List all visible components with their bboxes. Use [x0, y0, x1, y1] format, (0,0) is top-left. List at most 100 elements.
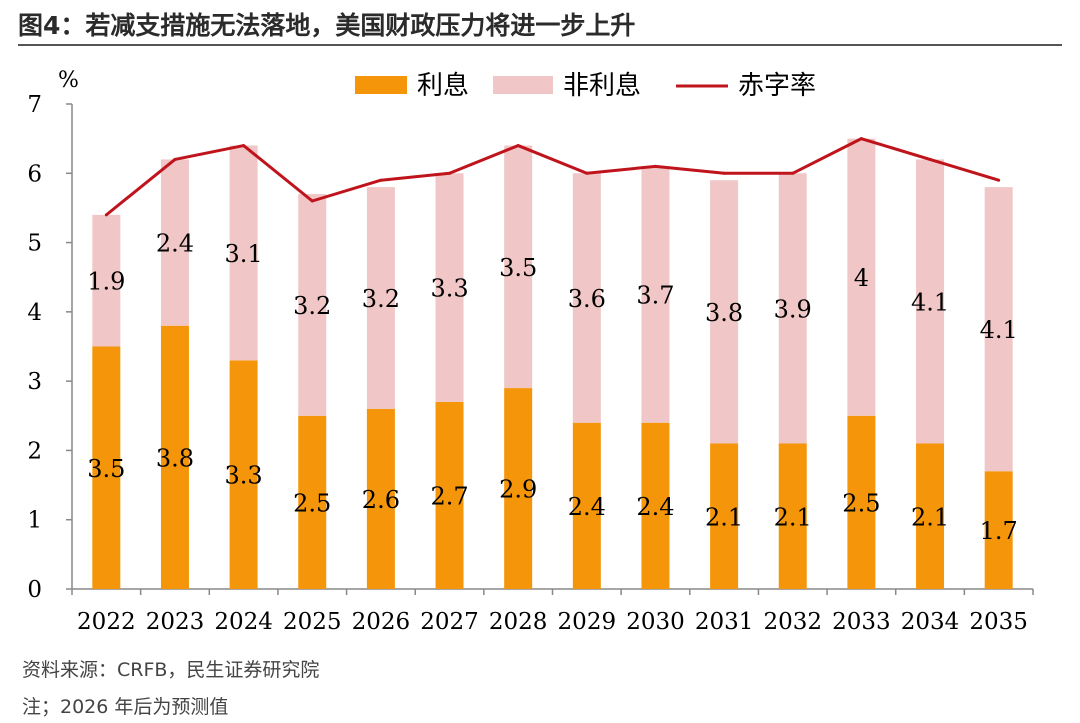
- data-label-non-interest: 3.2: [362, 285, 400, 313]
- y-tick-label: 1: [27, 508, 42, 534]
- bar-non-interest: [435, 173, 464, 402]
- x-tick-label: 2023: [146, 609, 205, 635]
- bar-non-interest: [847, 138, 876, 416]
- data-label-interest: 2.4: [636, 493, 674, 521]
- deficit-point: [585, 171, 589, 175]
- legend-swatch-interest: [355, 76, 407, 94]
- data-label-interest: 2.4: [568, 493, 606, 521]
- data-label-non-interest: 4.1: [980, 316, 1018, 344]
- y-tick-label: 6: [27, 161, 42, 187]
- data-label-interest: 2.5: [842, 489, 880, 517]
- data-label-interest: 1.7: [980, 517, 1018, 545]
- bar-non-interest: [778, 173, 807, 444]
- x-tick-label: 2027: [420, 609, 479, 635]
- data-label-non-interest: 4.1: [911, 288, 949, 316]
- bar-interest: [641, 422, 670, 589]
- bar-interest: [847, 415, 876, 589]
- bar-interest: [572, 422, 601, 589]
- bar-interest: [504, 388, 533, 589]
- bar-interest: [435, 401, 464, 589]
- y-tick-label: 2: [27, 438, 42, 464]
- data-label-non-interest: 3.8: [705, 299, 743, 327]
- data-label-non-interest: 3.6: [568, 285, 606, 313]
- bars-layer: [92, 138, 1013, 589]
- data-label-non-interest: 2.4: [156, 230, 194, 258]
- bar-non-interest: [160, 159, 189, 326]
- x-tick-label: 2029: [558, 609, 617, 635]
- bar-non-interest: [504, 145, 533, 389]
- data-label-non-interest: 3.9: [774, 295, 812, 323]
- bar-non-interest: [92, 214, 121, 347]
- y-axis: 0 1 2 3 4 5 6 7: [27, 92, 73, 603]
- deficit-point: [104, 213, 108, 217]
- bar-interest: [229, 360, 258, 589]
- deficit-point: [242, 144, 246, 148]
- legend-label-non-interest: 非利息: [563, 71, 641, 101]
- deficit-point: [310, 199, 314, 203]
- x-tick-label: 2033: [832, 609, 891, 635]
- bar-interest: [778, 443, 807, 589]
- y-tick-label: 3: [27, 369, 42, 395]
- x-tick-label: 2026: [352, 609, 411, 635]
- deficit-point: [448, 171, 452, 175]
- x-tick-label: 2028: [489, 609, 548, 635]
- data-label-interest: 3.3: [225, 462, 263, 490]
- bar-non-interest: [710, 180, 739, 444]
- x-tick-label: 2030: [626, 609, 685, 635]
- data-label-interest: 2.5: [293, 489, 331, 517]
- x-tick-label: 2032: [763, 609, 822, 635]
- data-label-interest: 3.5: [87, 455, 125, 483]
- bar-non-interest: [916, 159, 945, 444]
- deficit-point: [173, 157, 177, 161]
- chart-title: 图4：若减支措施无法落地，美国财政压力将进一步上升: [18, 11, 636, 40]
- source-note: 资料来源：CRFB，民生证券研究院: [22, 659, 320, 681]
- y-axis-unit: %: [58, 68, 79, 93]
- bar-non-interest: [298, 194, 327, 416]
- data-label-interest: 2.1: [774, 503, 812, 531]
- x-tick-label: 2022: [77, 609, 136, 635]
- data-label-non-interest: 3.7: [636, 282, 674, 310]
- chart-header: 图4：若减支措施无法落地，美国财政压力将进一步上升: [18, 0, 1062, 46]
- x-tick-label: 2025: [283, 609, 342, 635]
- data-label-non-interest: 3.5: [499, 254, 537, 282]
- bar-non-interest: [984, 187, 1013, 472]
- legend-label-deficit: 赤字率: [738, 71, 816, 101]
- data-label-interest: 2.7: [430, 482, 468, 510]
- x-tick-label: 2035: [969, 609, 1028, 635]
- x-tick-label: 2031: [695, 609, 754, 635]
- x-axis: 2022 2023 2024 2025 2026 2027 2028 2029 2030 2031…: [71, 588, 1034, 635]
- bar-interest: [92, 346, 121, 589]
- data-label-interest: 2.1: [911, 503, 949, 531]
- legend-swatch-non-interest: [493, 76, 553, 94]
- data-label-interest: 2.9: [499, 476, 537, 504]
- y-tick-label: 7: [27, 92, 42, 118]
- legend-label-interest: 利息: [417, 71, 469, 101]
- deficit-point: [859, 137, 863, 141]
- y-tick-label: 5: [27, 231, 42, 257]
- data-label-non-interest: 4: [854, 264, 869, 292]
- data-label-non-interest: 1.9: [87, 268, 125, 296]
- bar-interest: [916, 443, 945, 589]
- forecast-note: 注；2026 年后为预测值: [22, 696, 229, 718]
- data-label-interest: 2.1: [705, 503, 743, 531]
- bar-non-interest: [229, 145, 258, 361]
- bar-non-interest: [641, 166, 670, 423]
- bar-interest: [366, 408, 395, 589]
- data-label-interest: 3.8: [156, 444, 194, 472]
- deficit-point: [928, 157, 932, 161]
- bar-interest: [984, 471, 1013, 589]
- bar-interest: [710, 443, 739, 589]
- x-tick-label: 2034: [901, 609, 960, 635]
- deficit-point: [379, 178, 383, 182]
- y-tick-label: 4: [27, 300, 42, 326]
- bar-labels-layer: 3.5 1.9 3.8 2.4 3.3 3.1 2.5 3.2 2.6 3.2 2.7 3.3 2.9 3…: [87, 230, 1018, 546]
- data-label-interest: 2.6: [362, 486, 400, 514]
- y-tick-label: 0: [27, 577, 42, 603]
- bar-non-interest: [366, 187, 395, 409]
- legend: 利息 非利息 赤字率: [355, 71, 816, 101]
- deficit-line-layer: [104, 137, 1001, 217]
- deficit-line: [105, 137, 1000, 217]
- bar-interest: [160, 325, 189, 589]
- bar-interest: [298, 415, 327, 589]
